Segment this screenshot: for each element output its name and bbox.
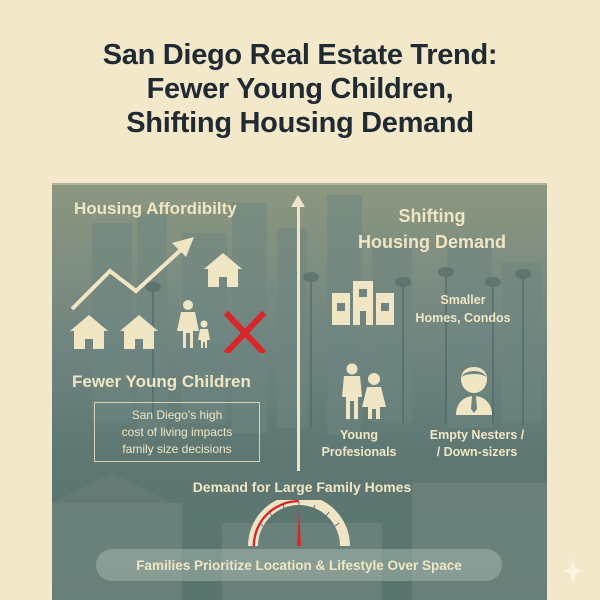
house-icon [204,253,242,287]
title-line-2: Fewer Young Children, [146,73,454,105]
red-x-icon [223,310,267,353]
rising-trend-arrow-icon [70,237,194,311]
families-prioritize-banner: Families Prioritize Location & Lifestyle… [96,549,502,581]
sparkle-watermark-icon [562,558,584,584]
demand-large-homes-label: Demand for Large Family Homes [192,479,412,495]
vertical-axis-arrow [297,201,300,471]
demand-gauge-icon [248,500,350,547]
smaller-homes-label: Smaller Homes, Condos [408,291,518,327]
smaller-homes-line-2: Homes, Condos [415,311,511,325]
panel-top-edge [52,183,547,185]
mother-child-icon [177,300,210,348]
young-line-2: Profesionals [321,445,397,459]
shifting-heading-line-2: Housing Demand [357,232,506,252]
infographic-panel: Housing Affordibilty Fewer Young Childre… [52,183,547,600]
young-professionals-couple-icon [342,363,386,419]
note-line-1: San Diego’s high [131,407,223,422]
note-line-3: family size decisions [122,441,232,456]
gauge-needle [297,510,301,546]
housing-affordability-heading: Housing Affordibilty [74,199,237,218]
title-line-3: Shifting Housing Demand [126,107,474,139]
empty-line-2: / Down-sizers [436,445,518,459]
left-icons-group [70,237,267,353]
note-line-2: cost of living impacts [121,424,233,439]
smaller-homes-line-1: Smaller [440,293,486,307]
page-title: San Diego Real Estate Trend: Fewer Young… [0,38,600,140]
empty-nesters-label: Empty Nesters / / Down-sizers [422,427,532,461]
arrow-head-up-icon [291,195,305,207]
title-line-1: San Diego Real Estate Trend: [102,39,498,71]
shifting-demand-heading: Shifting Housing Demand [342,203,522,255]
empty-line-1: Empty Nesters / [429,428,525,442]
young-professionals-label: Young Profesionals [314,427,404,461]
shifting-heading-line-1: Shifting [398,206,466,226]
empty-nesters-businessman-icon [456,367,492,415]
house-icon [120,315,158,349]
fewer-children-heading: Fewer Young Children [72,372,251,391]
cost-of-living-note: San Diego’s high cost of living impacts … [94,402,260,462]
condo-buildings-icon [332,281,394,325]
house-icon [70,315,108,349]
young-line-1: Young [340,428,378,442]
